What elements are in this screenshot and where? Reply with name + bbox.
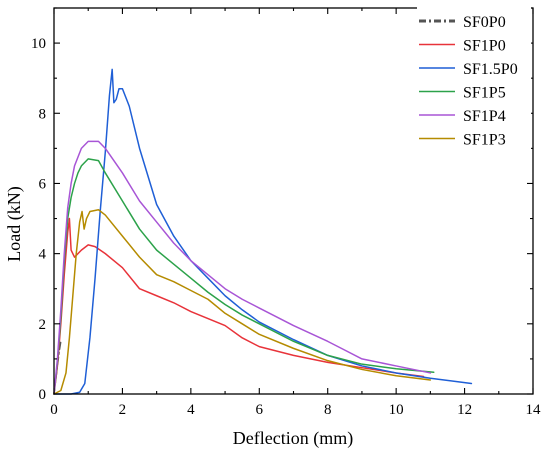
- legend-box: [417, 2, 531, 149]
- y-tick-label: 8: [39, 106, 47, 122]
- legend-label-sf1p4: SF1P4: [463, 108, 506, 125]
- legend-label-sf0p0: SF0P0: [463, 14, 506, 31]
- legend-label-sf1-5p0: SF1.5P0: [463, 61, 518, 78]
- legend-label-sf1p3: SF1P3: [463, 132, 506, 149]
- x-axis-title: Deflection (mm): [233, 428, 353, 449]
- x-tick-label: 6: [256, 402, 264, 418]
- y-tick-label: 10: [31, 36, 46, 52]
- x-tick-label: 4: [187, 402, 195, 418]
- y-axis-title: Load (kN): [4, 186, 25, 261]
- x-tick-label: 12: [457, 402, 472, 418]
- series-line-sf1p4: [53, 140, 432, 395]
- x-tick-label: 2: [119, 402, 127, 418]
- series-line-sf1p5: [53, 158, 435, 395]
- legend-label-sf1p5: SF1P5: [463, 85, 506, 102]
- legend: SF0P0 SF1P0 SF1.5P0 SF1P5 SF1P4 SF1P3: [417, 2, 531, 149]
- y-tick-label: 6: [39, 176, 47, 192]
- y-tick-label: 0: [39, 387, 47, 403]
- x-tick-label: 8: [324, 402, 332, 418]
- y-tick-label: 4: [39, 247, 47, 263]
- axes: 0 2 4 6 8 10 12 14 0 2 4 6 8 10: [31, 7, 542, 418]
- x-tick-label: 10: [389, 402, 404, 418]
- y-tick-label: 2: [39, 317, 47, 333]
- legend-label-sf1p0: SF1P0: [463, 38, 506, 55]
- series-line-sf1p3: [53, 209, 432, 395]
- series-line-sf1-5p0: [53, 68, 473, 395]
- x-tick-label: 14: [526, 402, 542, 418]
- x-tick-label: 0: [50, 402, 58, 418]
- series-layer: [53, 68, 473, 395]
- series-line-sf1p0: [53, 217, 425, 395]
